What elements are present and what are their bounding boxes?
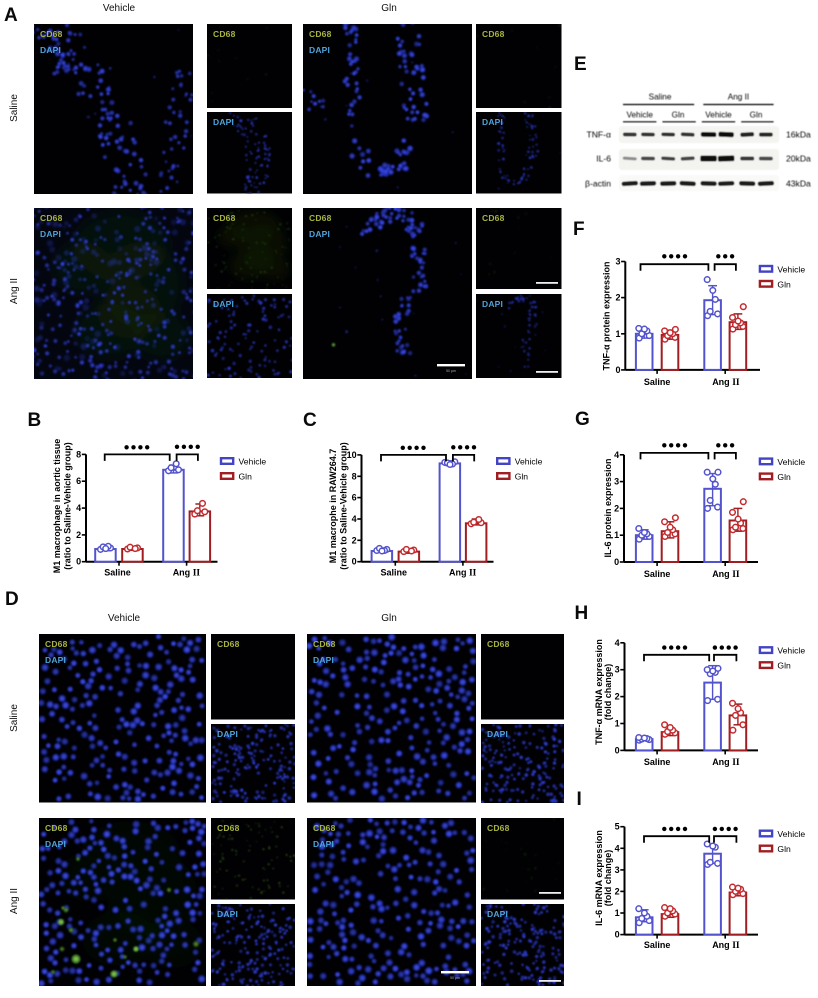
svg-text:DAPI: DAPI <box>45 655 66 665</box>
svg-text:DAPI: DAPI <box>309 45 330 55</box>
svg-text:DAPI: DAPI <box>45 839 66 849</box>
svg-text:CD68: CD68 <box>40 213 63 223</box>
svg-text:CD68: CD68 <box>217 823 240 833</box>
svg-text:CD68: CD68 <box>217 639 240 649</box>
svg-text:CD68: CD68 <box>40 29 63 39</box>
svg-text:DAPI: DAPI <box>487 729 508 739</box>
svg-text:CD68: CD68 <box>482 213 505 223</box>
svg-text:DAPI: DAPI <box>40 45 61 55</box>
svg-text:DAPI: DAPI <box>482 299 503 309</box>
svg-text:DAPI: DAPI <box>482 117 503 127</box>
svg-text:DAPI: DAPI <box>309 229 330 239</box>
svg-text:CD68: CD68 <box>213 29 236 39</box>
svg-text:DAPI: DAPI <box>213 299 234 309</box>
svg-text:DAPI: DAPI <box>217 729 238 739</box>
svg-text:CD68: CD68 <box>482 29 505 39</box>
svg-text:CD68: CD68 <box>313 639 336 649</box>
svg-text:CD68: CD68 <box>309 29 332 39</box>
svg-text:CD68: CD68 <box>309 213 332 223</box>
svg-text:DAPI: DAPI <box>213 117 234 127</box>
svg-text:CD68: CD68 <box>213 213 236 223</box>
svg-text:DAPI: DAPI <box>40 229 61 239</box>
svg-text:DAPI: DAPI <box>313 655 334 665</box>
svg-text:CD68: CD68 <box>487 639 510 649</box>
svg-text:CD68: CD68 <box>45 823 68 833</box>
svg-text:CD68: CD68 <box>45 639 68 649</box>
svg-text:50 μm: 50 μm <box>446 369 456 373</box>
